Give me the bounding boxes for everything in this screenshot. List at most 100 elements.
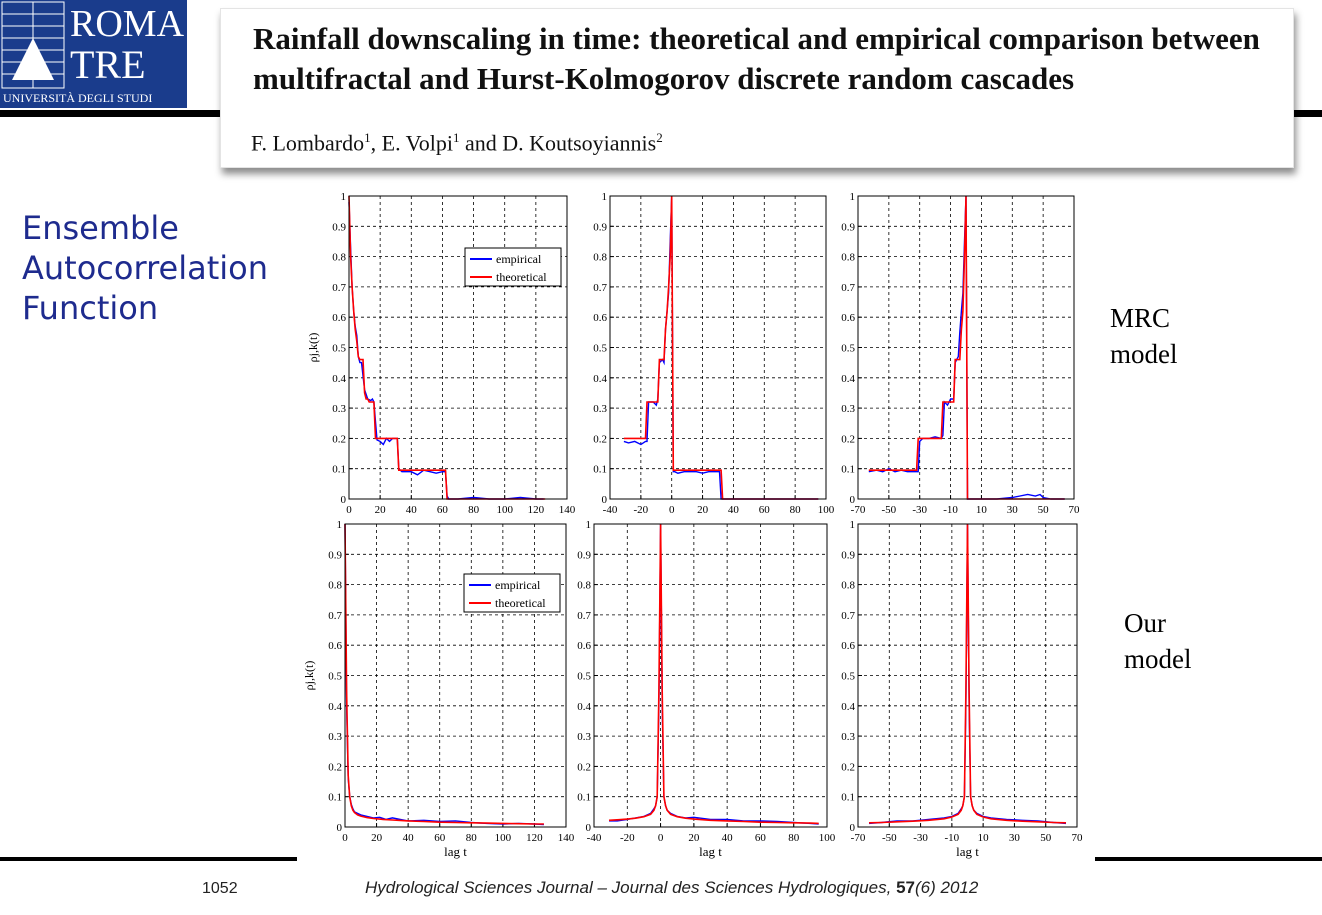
footer-journal-name: Hydrological Sciences Journal – Journal … (365, 878, 892, 897)
y-tick-label: 0.9 (328, 549, 342, 561)
y-tick-label: 0 (341, 494, 347, 506)
x-tick-label: 20 (371, 832, 383, 844)
chart-panel: -70 -50 -30 -10 10 30 50 70 0 0.1 0.2 0.3 0.4 0.5 0.6 0… (841, 519, 1083, 859)
x-tick-label: -70 (851, 504, 866, 516)
series-line-theoretical (623, 195, 819, 500)
x-tick-label: 30 (1007, 504, 1019, 516)
x-tick-label: 120 (526, 832, 543, 844)
paper-title: Rainfall downscaling in time: theoretica… (253, 21, 1260, 96)
y-tick-label: 0.5 (328, 671, 342, 683)
x-tick-label: 80 (466, 832, 478, 844)
y-tick-label: 0.7 (593, 282, 607, 294)
y-tick-label: 1 (586, 519, 592, 531)
y-tick-label: 0.1 (593, 464, 607, 476)
legend: empirical theoretical (464, 247, 562, 287)
y-tick-label: 1 (850, 191, 856, 203)
y-tick-label: 0.9 (593, 221, 607, 233)
author-affiliation: 1 (452, 130, 460, 145)
y-tick-label: 0.6 (593, 312, 607, 324)
x-tick-label: 140 (558, 832, 575, 844)
author-separator: , (370, 130, 382, 156)
y-tick-label: 1 (850, 519, 856, 531)
row-label-top: MRC model (1110, 303, 1178, 369)
author-name: E. Volpi (381, 130, 453, 156)
y-tick-label: 0.4 (841, 373, 855, 385)
footer-rule-left (0, 857, 297, 861)
x-tick-label: 40 (406, 504, 418, 516)
x-tick-label: -10 (945, 832, 960, 844)
y-tick-label: 0.2 (577, 761, 591, 773)
row-label-bottom: Our model (1124, 608, 1192, 674)
x-tick-label: 60 (434, 832, 446, 844)
legend-label: empirical (496, 252, 542, 266)
x-tick-label: 120 (528, 504, 545, 516)
author-affiliation: 1 (364, 130, 371, 145)
plot-frame (344, 523, 567, 828)
y-tick-label: 0.9 (577, 549, 591, 561)
x-axis-label: lag t (444, 844, 467, 859)
x-tick-label: 100 (818, 504, 835, 516)
x-tick-label: -30 (912, 504, 927, 516)
y-tick-label: 0.6 (328, 640, 342, 652)
x-tick-label: 10 (976, 504, 988, 516)
y-tick-label: 0.3 (841, 731, 855, 743)
y-tick-label: 0 (850, 822, 856, 834)
series-line-theoretical (608, 523, 819, 825)
y-tick-label: 0.9 (841, 549, 855, 561)
x-tick-label: 40 (722, 832, 734, 844)
x-tick-label: 70 (1072, 832, 1084, 844)
y-tick-label: 0.1 (328, 792, 342, 804)
y-tick-label: 0.9 (332, 221, 346, 233)
y-tick-label: 0.1 (332, 464, 346, 476)
y-tick-label: 0.8 (332, 252, 346, 264)
legend-label: empirical (495, 578, 541, 592)
y-axis-label: ρj,k(t) (306, 333, 320, 363)
x-tick-label: -20 (620, 832, 635, 844)
x-tick-label: 60 (755, 832, 767, 844)
paper-authors: F. Lombardo1, E. Volpi1 and D. Koutsoyia… (251, 130, 663, 156)
y-tick-label: 0 (850, 494, 856, 506)
footer-page-number: 1052 (202, 880, 238, 897)
y-axis-label: ρj,k(t) (302, 661, 316, 691)
x-tick-label: 140 (559, 504, 576, 516)
y-tick-label: 1 (337, 519, 343, 531)
x-tick-label: 80 (790, 504, 802, 516)
x-tick-label: 40 (728, 504, 740, 516)
x-tick-label: -40 (587, 832, 602, 844)
x-tick-label: 0 (346, 504, 352, 516)
author-name: D. Koutsoyiannis (502, 130, 657, 156)
x-tick-label: 80 (788, 832, 800, 844)
x-tick-label: -50 (882, 504, 897, 516)
x-tick-label: -10 (943, 504, 958, 516)
y-tick-label: 0.3 (577, 731, 591, 743)
y-tick-label: 0.3 (332, 403, 346, 415)
plot-frame (609, 195, 827, 500)
plot-frame (348, 195, 568, 500)
y-tick-label: 0.4 (577, 701, 591, 713)
y-tick-label: 0.8 (841, 252, 855, 264)
x-tick-label: 0 (342, 832, 348, 844)
chart-panel: -70 -50 -30 -10 10 30 50 70 0 0.1 0.2 0.3 0.4 0.5 0.6 0… (841, 191, 1080, 516)
chart-panel: -40 -20 0 20 40 60 80 100 0 0.1 0.2 0.3 0.4 0.5 0.6 0.7… (577, 519, 836, 859)
x-tick-label: 60 (437, 504, 449, 516)
x-tick-label: 50 (1040, 832, 1052, 844)
legend: empirical theoretical (463, 573, 561, 613)
y-tick-label: 0.8 (328, 580, 342, 592)
x-tick-label: -40 (603, 504, 618, 516)
x-tick-label: 20 (688, 832, 700, 844)
series-line-theoretical (348, 195, 546, 500)
chart-panel: 0 20 40 60 80 100 120 140 0 0.1 0.2 0.3 0.4 0.5 0.6 0.7… (302, 519, 575, 859)
chart-panel: -40 -20 0 20 40 60 80 100 0 0.1 0.2 0.3 0.4 0.5 0.6 0.7… (593, 191, 835, 516)
y-tick-label: 1 (602, 191, 608, 203)
y-tick-label: 0.4 (328, 701, 342, 713)
y-tick-label: 0.6 (841, 312, 855, 324)
y-tick-label: 0.7 (332, 282, 346, 294)
y-tick-label: 0.7 (841, 610, 855, 622)
series-line-theoretical (868, 195, 1065, 500)
y-tick-label: 0.1 (841, 464, 855, 476)
x-tick-label: 20 (375, 504, 387, 516)
y-tick-label: 0 (337, 822, 343, 834)
x-tick-label: 10 (978, 832, 990, 844)
x-axis-label: lag t (699, 844, 722, 859)
x-tick-label: 100 (819, 832, 836, 844)
